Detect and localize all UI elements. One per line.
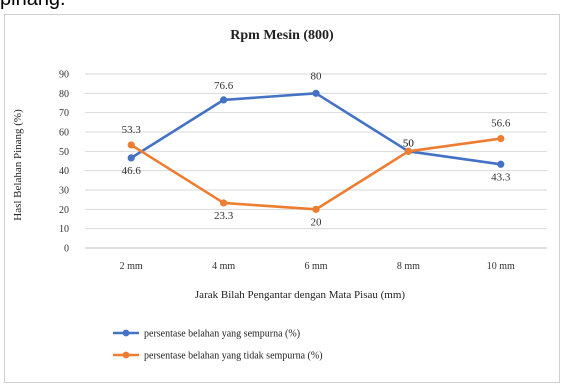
y-tick-label: 50	[59, 147, 69, 158]
x-axis-label: Jarak Bilah Pengantar dengan Mata Pisau …	[195, 289, 406, 301]
y-tick-label: 90	[59, 70, 69, 81]
y-axis-label: Hasl Belahan Pinang (%)	[12, 109, 24, 221]
data-label: 50	[403, 137, 415, 149]
y-tick-label: 20	[59, 205, 69, 216]
y-tick-label: 70	[59, 108, 69, 119]
series-line	[130, 137, 501, 211]
legend-marker	[122, 329, 130, 337]
x-tick-label: 4 mm	[212, 261, 235, 272]
chart-container: Rpm Mesin (800) 0 10 20 30 40 50 60 70 80 90 2 mm…	[4, 14, 560, 383]
data-point	[312, 205, 320, 213]
chart-title: Rpm Mesin (800)	[230, 28, 334, 43]
series-lines	[127, 89, 505, 213]
y-tick-label: 60	[59, 128, 69, 139]
data-label: 50	[403, 137, 415, 149]
x-tick-label: 6 mm	[304, 261, 327, 272]
data-point	[312, 89, 320, 97]
data-label: 80	[311, 70, 323, 82]
data-label: 56.6	[491, 118, 511, 130]
y-tick-label: 80	[59, 89, 69, 100]
legend: persentase belahan yang sempurna (%) pers…	[113, 329, 323, 362]
data-point	[497, 134, 505, 143]
data-label: 43.3	[491, 171, 511, 183]
data-point	[220, 96, 228, 104]
y-tick-label: 30	[59, 186, 69, 197]
y-tick-label: 0	[64, 244, 69, 255]
data-label: 23.3	[214, 210, 234, 222]
x-tick-label: 2 mm	[120, 261, 143, 272]
y-tick-label: 10	[59, 224, 69, 235]
legend-label: persentase belahan yang sempurna (%)	[144, 329, 300, 340]
x-tick-label: 8 mm	[397, 261, 420, 272]
page-text-fragment: pinang.	[0, 0, 66, 11]
data-point	[404, 147, 412, 155]
data-label: 53.3	[122, 124, 142, 136]
y-tick-label: 40	[59, 166, 69, 177]
series-line	[130, 92, 501, 166]
legend-label: persentase belahan yang tidak sempurna (…	[144, 351, 323, 362]
legend-marker	[122, 351, 130, 359]
data-label: 20	[311, 216, 323, 228]
data-label: 46.6	[122, 165, 142, 177]
data-point	[127, 141, 135, 149]
x-axis-ticks: 2 mm 4 mm 6 mm 8 mm 10 mm	[120, 261, 515, 272]
data-point	[127, 154, 135, 162]
line-chart: Rpm Mesin (800) 0 10 20 30 40 50 60 70 80 90 2 mm…	[12, 28, 547, 362]
data-label: 76.6	[214, 80, 234, 92]
data-point	[497, 160, 505, 168]
y-axis-ticks: 0 10 20 30 40 50 60 70 80 90	[59, 70, 69, 255]
data-point	[220, 199, 228, 207]
x-tick-label: 10 mm	[487, 261, 515, 272]
